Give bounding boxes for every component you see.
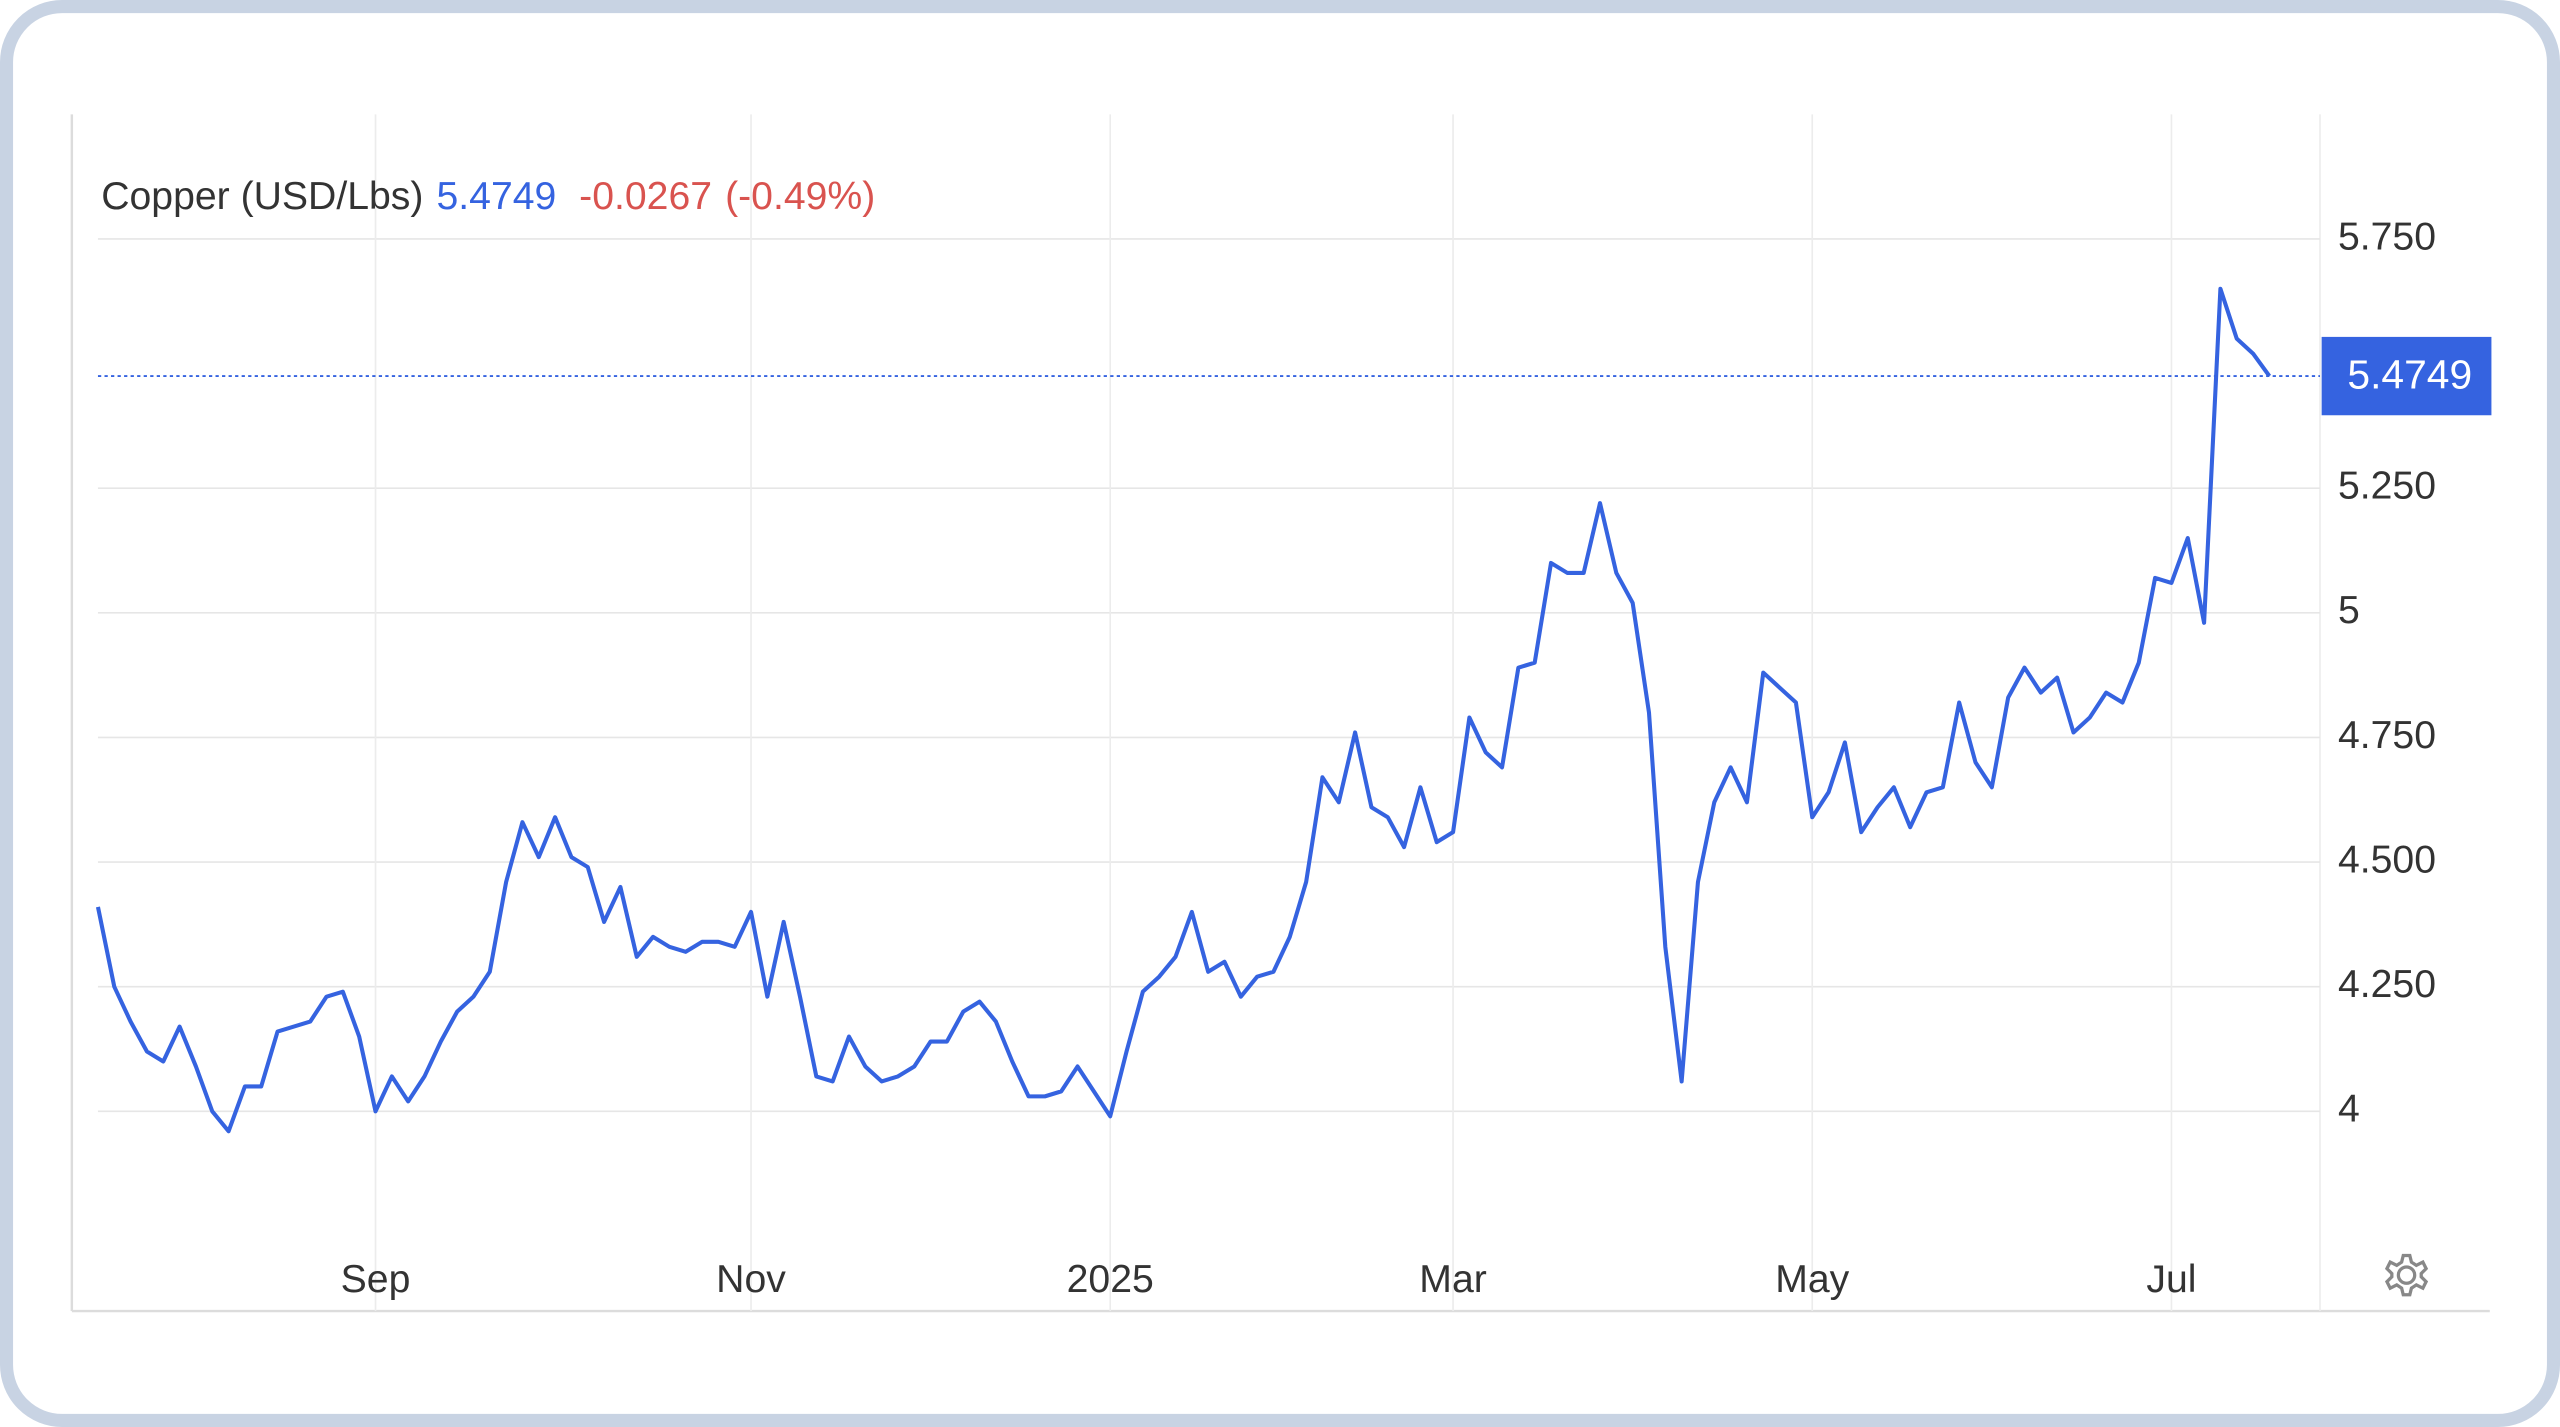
y-tick-label: 4.500: [2338, 838, 2436, 881]
last-price-box: [2321, 336, 2492, 416]
y-tick-label: 5.250: [2338, 465, 2436, 508]
x-tick-label: May: [1775, 1258, 1849, 1301]
change-percent: (-0.49%): [725, 176, 875, 219]
y-tick-label: 5.750: [2338, 215, 2436, 258]
plot: [95, 286, 2320, 1134]
header: Copper (USD/Lbs) 5.4749 -0.0267 (-0.49%): [101, 176, 875, 219]
y-tick-label: 4.250: [2338, 963, 2436, 1006]
x-tick-label: 2025: [1067, 1258, 1154, 1301]
instrument-name: Copper (USD/Lbs): [101, 176, 423, 219]
y-tick-label: 5: [2338, 589, 2360, 632]
y-tick-label: 4: [2338, 1088, 2360, 1131]
y-tick-label: 4.750: [2338, 714, 2436, 757]
x-tick-label: Jul: [2146, 1258, 2196, 1301]
price: 5.4749: [436, 176, 556, 219]
x-tick-label: Mar: [1419, 1258, 1486, 1301]
settings-icon[interactable]: [2384, 1253, 2429, 1297]
price-line: [95, 286, 2272, 1134]
x-tick-label: Sep: [341, 1258, 411, 1301]
change: -0.0267: [579, 176, 712, 219]
x-tick-label: Nov: [716, 1258, 786, 1301]
last-price-label: 5.4749: [2347, 351, 2472, 397]
